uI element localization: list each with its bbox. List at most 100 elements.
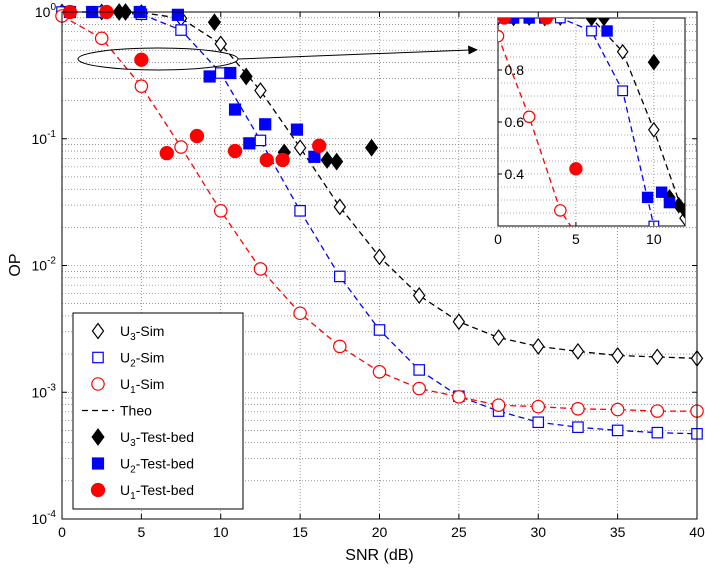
inset-marker-u2-sim — [586, 25, 597, 37]
marker-u1-test-bed — [189, 128, 205, 144]
inset-y-tick-label: 0.8 — [505, 62, 525, 78]
marker-u3-sim — [571, 342, 585, 360]
marker-u3-sim — [492, 329, 505, 347]
inset-marker-u1-test-bed — [539, 18, 553, 25]
marker-u3-test-bed — [239, 67, 253, 86]
marker-u2-sim — [294, 205, 306, 217]
legend-label: U3-Test-bed — [120, 429, 194, 449]
marker-u2-sim — [572, 421, 584, 433]
marker-u2-test-bed — [224, 66, 237, 80]
marker-u3-sim — [651, 348, 664, 366]
x-axis-label: SNR (dB) — [345, 547, 413, 564]
legend-symbol — [91, 377, 105, 391]
marker-u2-sim — [651, 426, 664, 439]
marker-u2-test-bed — [290, 123, 304, 136]
zoom-arrow-line — [237, 49, 471, 60]
y-tick-label: 10-2 — [32, 256, 57, 274]
marker-u3-test-bed — [364, 138, 379, 157]
legend: U3-Sim U2-Sim U1-Sim Theo U3-Test-bed U2-Test… — [72, 312, 244, 510]
inset-marker-u1-sim — [554, 204, 567, 217]
marker-u2-sim — [532, 416, 545, 429]
inset-marker-u3-sim — [616, 43, 629, 60]
marker-u3-sim — [293, 139, 307, 157]
inset-marker-u2-test-bed — [641, 191, 654, 204]
marker-u2-test-bed — [228, 103, 242, 116]
inset-x-tick-label: 10 — [646, 231, 662, 247]
marker-u1-sim — [452, 390, 466, 404]
marker-u3-sim — [531, 337, 545, 355]
inset-marker-u2-test-bed — [601, 25, 613, 37]
inset-marker-u2-test-bed — [655, 186, 668, 198]
x-axis-ticks: 0 5 10 15 20 25 30 35 40 — [58, 12, 705, 540]
marker-u3-test-bed — [330, 152, 344, 171]
legend-label: U2-Test-bed — [120, 456, 194, 476]
marker-u3-sim — [254, 82, 267, 100]
marker-u2-test-bed — [171, 8, 184, 21]
inset-marker-u3-test-bed — [585, 18, 598, 27]
legend-symbol — [91, 322, 105, 340]
marker-u1-sim — [372, 365, 387, 379]
legend-item: U2-Sim — [92, 350, 164, 370]
marker-u2-sim — [254, 134, 267, 147]
marker-u1-sim — [650, 404, 665, 418]
marker-u1-sim — [134, 79, 149, 93]
marker-u1-sim — [174, 140, 188, 154]
inset-y-ticks: 0.8 0.6 0.4 — [498, 62, 524, 182]
legend-symbol — [91, 457, 105, 470]
marker-u1-sim — [94, 31, 109, 46]
marker-u1-sim — [293, 306, 307, 321]
legend-item: Theo — [82, 403, 152, 419]
marker-u1-sim — [333, 339, 347, 354]
zoom-arrow-head — [468, 45, 478, 55]
x-tick-label: 0 — [58, 524, 66, 540]
marker-u2-sim — [175, 24, 187, 36]
marker-u2-test-bed — [259, 118, 272, 131]
marker-u3-test-bed — [320, 151, 334, 169]
legend-item: U3-Sim — [91, 322, 164, 343]
marker-u2-sim — [611, 424, 624, 437]
legend-label: U1-Test-bed — [120, 482, 194, 502]
marker-u3-test-bed — [207, 13, 221, 32]
marker-u1-sim — [531, 399, 546, 414]
marker-u1-sim — [610, 402, 625, 417]
marker-u1-sim — [213, 204, 228, 218]
marker-u2-sim — [373, 324, 386, 336]
marker-u2-test-bed — [243, 137, 256, 150]
inset-y-tick-label: 0.6 — [505, 114, 525, 130]
legend-label: Theo — [120, 403, 152, 419]
inset-marker-u2-test-bed — [507, 18, 520, 24]
marker-u1-test-bed — [312, 138, 327, 153]
inset-marker-u2-test-bed — [523, 18, 535, 24]
marker-u1-test-bed — [227, 143, 243, 159]
marker-u2-sim — [413, 364, 425, 376]
x-tick-label: 20 — [372, 524, 388, 540]
legend-item: U1-Test-bed — [90, 482, 194, 502]
inset-marker-u2-sim — [554, 18, 566, 24]
marker-u1-sim — [253, 262, 268, 276]
marker-u3-sim — [214, 35, 228, 53]
inset-y-tick-label: 0.4 — [505, 166, 525, 182]
marker-u3-sim — [333, 198, 347, 216]
inset-marker-u3-sim — [647, 121, 660, 138]
x-tick-label: 5 — [137, 524, 145, 540]
x-tick-label: 35 — [610, 524, 626, 540]
x-tick-label: 15 — [292, 524, 308, 540]
marker-u1-test-bed — [159, 145, 174, 161]
marker-u3-sim — [611, 347, 624, 364]
inset-x-tick-label: 5 — [572, 231, 580, 247]
inset-marker-u1-test-bed — [498, 18, 511, 25]
legend-symbol — [92, 351, 104, 364]
marker-u3-sim — [452, 313, 466, 331]
legend-label: U2-Sim — [120, 350, 164, 370]
marker-u1-sim — [412, 381, 426, 396]
inset-marker-u2-test-bed — [663, 196, 676, 209]
inset-marker-u1-test-bed — [569, 162, 583, 176]
legend-symbol — [91, 428, 105, 446]
y-tick-label: 10-1 — [32, 129, 57, 147]
marker-u2-test-bed — [203, 70, 216, 83]
legend-label: U1-Sim — [120, 376, 164, 396]
inset-zoom-plot: 0 5 10 0.8 0.6 0.4 — [494, 17, 686, 247]
legend-item: U2-Test-bed — [91, 456, 194, 476]
